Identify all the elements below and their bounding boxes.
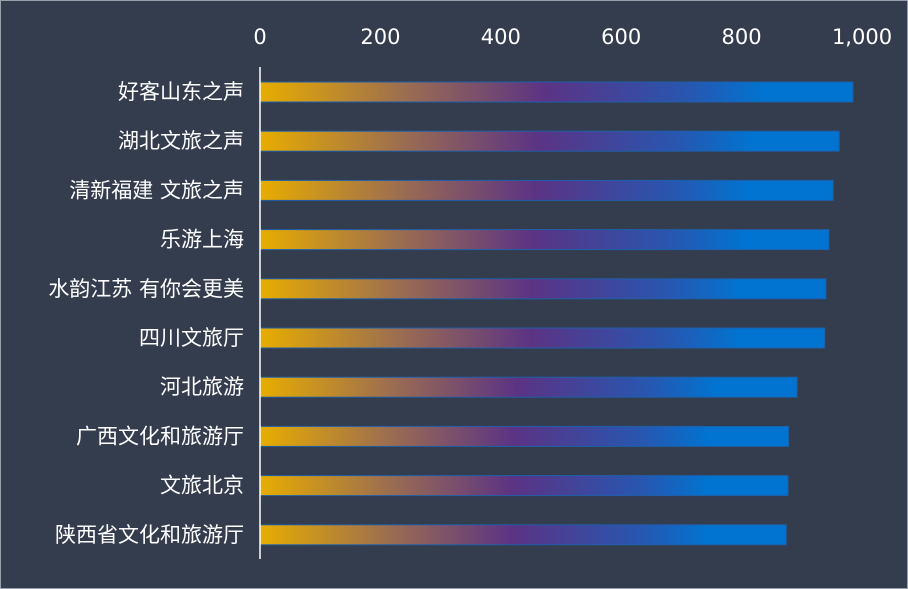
x-tick-label: 800 [722, 25, 762, 49]
bar [259, 179, 834, 201]
bar [259, 327, 826, 349]
bar [259, 278, 827, 300]
x-tick-label: 1,000 [832, 25, 892, 49]
bars [259, 81, 854, 546]
category-label: 陕西省文化和旅游厅 [55, 523, 244, 547]
bar [259, 425, 790, 447]
bar [259, 229, 830, 251]
category-label: 好客山东之声 [118, 80, 244, 104]
bar [259, 130, 840, 152]
category-label: 文旅北京 [160, 474, 244, 498]
category-label: 广西文化和旅游厅 [76, 424, 244, 448]
bar [259, 524, 787, 546]
x-tick-label: 0 [253, 25, 266, 49]
category-label: 水韵江苏 有你会更美 [48, 277, 244, 301]
category-label: 清新福建 文旅之声 [69, 178, 244, 202]
bar [259, 81, 854, 103]
x-tick-label: 600 [601, 25, 641, 49]
category-label: 河北旅游 [160, 375, 244, 399]
category-label: 乐游上海 [160, 228, 244, 252]
x-axis-ticks: 0 200 400 600 800 1,000 [253, 25, 892, 49]
category-label: 四川文旅厅 [139, 326, 244, 350]
category-label: 湖北文旅之声 [118, 129, 244, 153]
x-tick-label: 400 [481, 25, 521, 49]
bar [259, 376, 798, 398]
bar [259, 475, 789, 497]
x-tick-label: 200 [360, 25, 400, 49]
